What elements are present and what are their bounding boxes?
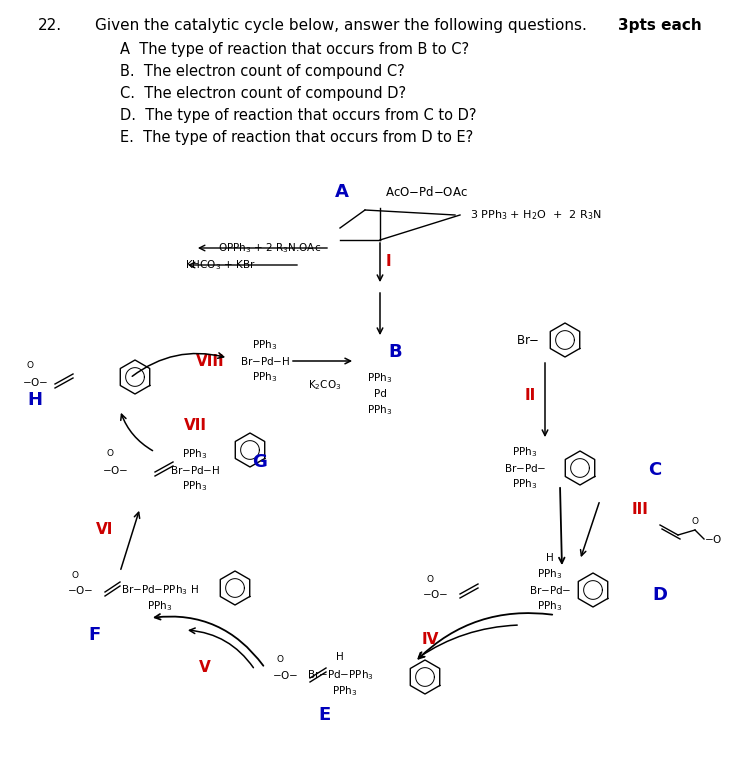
Text: Br$-$Pd$-$H: Br$-$Pd$-$H [240, 355, 290, 367]
Text: VII: VII [184, 418, 207, 432]
Text: Br$-$Pd$-$: Br$-$Pd$-$ [504, 462, 546, 474]
Text: B: B [388, 343, 401, 361]
Text: A  The type of reaction that occurs from B to C?: A The type of reaction that occurs from … [120, 42, 469, 57]
Text: KHCO$_3$ + KBr: KHCO$_3$ + KBr [185, 258, 255, 272]
Text: Br$-$Pd$-$H: Br$-$Pd$-$H [170, 464, 220, 476]
Text: $-$O$-$: $-$O$-$ [67, 584, 93, 596]
Text: $-$O$-$: $-$O$-$ [22, 376, 48, 388]
Text: H: H [28, 391, 43, 409]
Text: Br$-$Pd$-$: Br$-$Pd$-$ [529, 584, 571, 596]
Text: PPh$_3$: PPh$_3$ [512, 445, 538, 459]
Text: OPPh$_3$ + 2 R$_3$N.OAc: OPPh$_3$ + 2 R$_3$N.OAc [219, 241, 321, 255]
Text: PPh$_3$: PPh$_3$ [512, 477, 538, 491]
Text: PPh$_3$: PPh$_3$ [367, 403, 392, 417]
Text: PPh$_3$: PPh$_3$ [182, 447, 207, 461]
Text: E: E [319, 706, 331, 724]
Text: PPh$_3$: PPh$_3$ [252, 338, 278, 352]
Text: IV: IV [421, 632, 439, 648]
Text: A: A [335, 183, 349, 201]
Text: PPh$_3$: PPh$_3$ [537, 567, 562, 581]
Text: 3 PPh$_3$ + H$_2$O  +  2 R$_3$N: 3 PPh$_3$ + H$_2$O + 2 R$_3$N [470, 208, 601, 222]
Text: $-$O$-$: $-$O$-$ [422, 588, 448, 600]
Text: V: V [199, 661, 211, 676]
Text: G: G [252, 453, 267, 471]
Text: AcO$-$Pd$-$OAc: AcO$-$Pd$-$OAc [385, 185, 468, 199]
Text: PPh$_3$: PPh$_3$ [333, 684, 357, 698]
Text: PPh$_3$: PPh$_3$ [148, 599, 172, 613]
Text: Given the catalytic cycle below, answer the following questions.: Given the catalytic cycle below, answer … [95, 18, 587, 33]
Text: D: D [652, 586, 667, 604]
Text: II: II [524, 388, 536, 402]
Text: O: O [426, 575, 434, 584]
Text: VI: VI [97, 523, 114, 537]
Text: O: O [106, 449, 114, 459]
Text: E.  The type of reaction that occurs from D to E?: E. The type of reaction that occurs from… [120, 130, 473, 145]
Text: VIII: VIII [195, 354, 224, 368]
Text: $-$O$-$: $-$O$-$ [102, 464, 128, 476]
Text: I: I [385, 255, 391, 269]
Text: $-$O: $-$O [704, 533, 722, 545]
Text: C: C [649, 461, 661, 479]
Text: O: O [276, 655, 284, 663]
Text: 22.: 22. [38, 18, 62, 33]
Text: Br$-$Pd$-$PPh$_3$: Br$-$Pd$-$PPh$_3$ [306, 668, 374, 682]
Text: O: O [26, 361, 34, 371]
Text: C.  The electron count of compound D?: C. The electron count of compound D? [120, 86, 406, 101]
Text: O: O [691, 517, 699, 527]
Text: H: H [546, 553, 554, 563]
Text: III: III [631, 503, 649, 517]
Text: F: F [89, 626, 101, 644]
Text: PPh$_3$: PPh$_3$ [182, 479, 207, 493]
Text: Br$-$Pd$-$PPh$_3$ H: Br$-$Pd$-$PPh$_3$ H [121, 583, 199, 597]
Text: B.  The electron count of compound C?: B. The electron count of compound C? [120, 64, 404, 79]
Text: O: O [71, 571, 79, 580]
Text: PPh$_3$: PPh$_3$ [367, 371, 392, 385]
Text: Br$-$: Br$-$ [517, 334, 540, 347]
Text: $-$O$-$: $-$O$-$ [272, 669, 298, 681]
Text: 3pts each: 3pts each [618, 18, 702, 33]
Text: PPh$_3$: PPh$_3$ [537, 599, 562, 613]
Text: PPh$_3$: PPh$_3$ [252, 370, 278, 384]
Text: K$_2$CO$_3$: K$_2$CO$_3$ [309, 378, 342, 392]
Text: Pd: Pd [374, 389, 386, 399]
Text: H: H [336, 652, 344, 662]
Text: D.  The type of reaction that occurs from C to D?: D. The type of reaction that occurs from… [120, 108, 476, 123]
